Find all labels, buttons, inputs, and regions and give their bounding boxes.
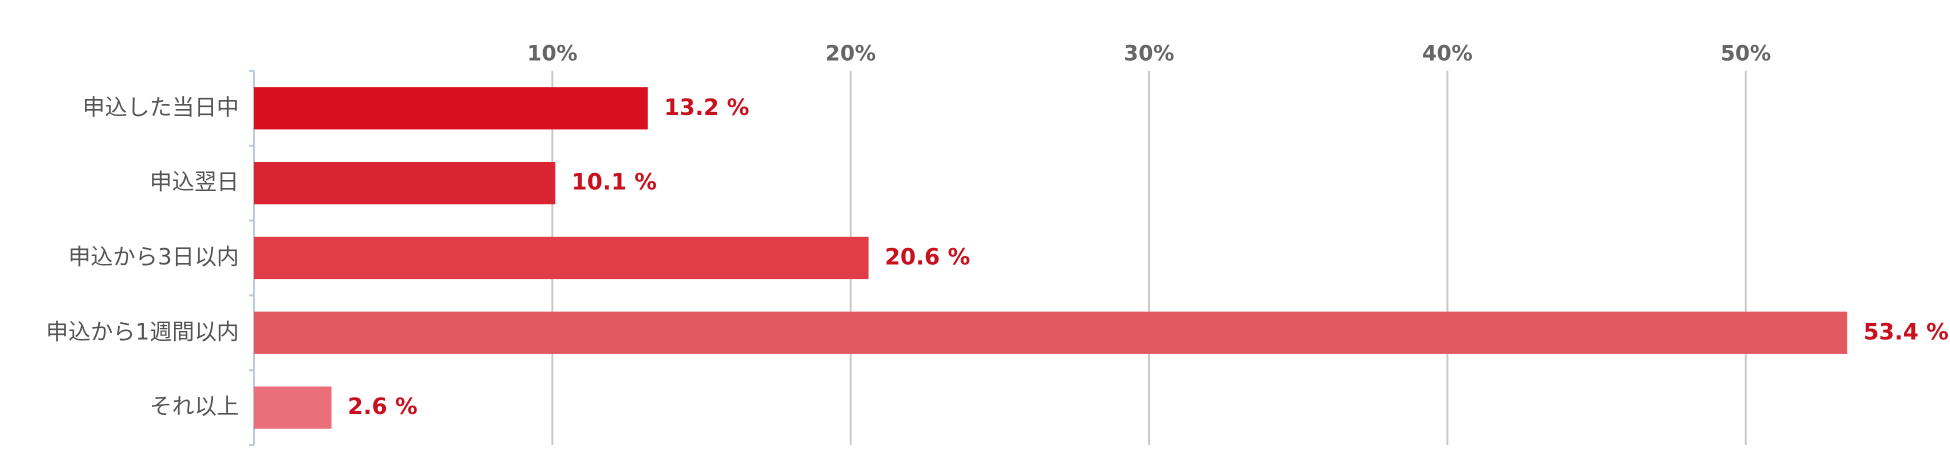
y-tick-label: それ以上 (150, 394, 239, 420)
value-label: 53.4 % (1863, 319, 1948, 345)
y-tick-label: 申込から3日以内 (68, 244, 239, 270)
x-tick-label: 30% (1124, 41, 1175, 66)
y-tick-label: 申込した当日中 (83, 95, 240, 121)
bar (253, 311, 1848, 354)
bar (253, 87, 648, 130)
x-tick-label: 50% (1720, 41, 1771, 66)
bar (253, 236, 869, 280)
x-tick-label: 40% (1422, 41, 1473, 66)
y-tick-label: 申込翌日 (150, 170, 239, 196)
bar (253, 386, 332, 429)
value-label: 2.6 % (348, 394, 418, 420)
x-tick-label: 10% (527, 41, 578, 66)
value-label: 20.6 % (885, 244, 970, 270)
y-tick-label: 申込から1週間以内 (46, 319, 239, 345)
value-label: 13.2 % (664, 95, 749, 121)
bar (253, 161, 556, 205)
value-label: 10.1 % (571, 170, 656, 196)
x-tick-label: 20% (825, 41, 876, 66)
